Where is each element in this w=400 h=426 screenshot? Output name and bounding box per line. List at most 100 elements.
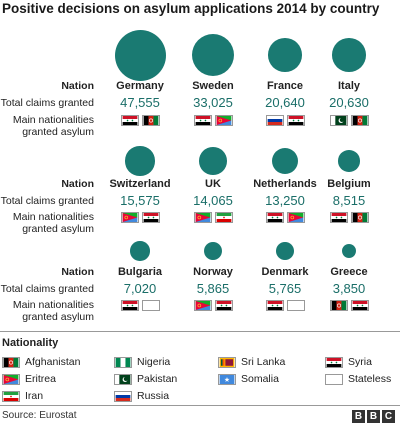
claims-value: 14,065 [193, 193, 233, 208]
legend-label: Nigeria [137, 356, 171, 368]
row-label-nationalities: Main nationalities [12, 114, 94, 126]
country-name: Bulgaria [117, 266, 162, 278]
row-label-nation: Nation [61, 80, 94, 92]
nationality-flags [173, 115, 253, 126]
row-label-nationalities: Main nationalities [12, 211, 94, 223]
nationality-flags [245, 115, 325, 126]
legend-item: Nigeria [114, 356, 170, 368]
legend-label: Pakistan [137, 373, 178, 385]
claims-value: 33,025 [193, 95, 233, 110]
eritrea-flag-icon [193, 212, 212, 223]
stateless-flag-icon [141, 300, 160, 311]
iran-flag-icon [214, 212, 233, 223]
row-label-claims: Total claims granted [0, 283, 94, 295]
pakistan-flag-icon [329, 115, 348, 126]
country-name: UK [205, 178, 221, 190]
legend-label: Syria [348, 356, 372, 368]
stateless-flag-icon [325, 373, 343, 385]
nationality-flags [309, 300, 389, 311]
afghanistan-flag-icon [350, 115, 369, 126]
nigeria-flag-icon [114, 356, 132, 368]
eritrea-flag-icon [193, 300, 212, 311]
row-label-nation: Nation [61, 266, 94, 278]
bubble-mark [271, 147, 299, 175]
legend-item: Eritrea [2, 373, 56, 385]
stateless-flag-icon [286, 300, 305, 311]
country-name: Belgium [327, 178, 371, 190]
syria-flag-icon [120, 115, 139, 126]
nationality-flags [309, 212, 389, 223]
syria-flag-icon [120, 300, 139, 311]
legend-item: Sri Lanka [218, 356, 285, 368]
legend-item: Russia [114, 390, 169, 402]
country-name: Italy [337, 80, 360, 92]
afghanistan-flag-icon [2, 356, 20, 368]
country-name: Greece [330, 266, 368, 278]
claims-value: 13,250 [265, 193, 305, 208]
logo-letter: B [367, 410, 380, 423]
somalia-flag-icon [218, 373, 236, 385]
eritrea-flag-icon [120, 212, 139, 223]
claims-value: 47,555 [120, 95, 160, 110]
country-name: Switzerland [109, 178, 171, 190]
row-label-claims: Total claims granted [0, 195, 94, 207]
row-label-nationalities: granted asylum [22, 311, 94, 323]
syria-flag-icon [286, 115, 305, 126]
country-name: Denmark [261, 266, 309, 278]
bubble-mark [130, 241, 150, 261]
legend-label: Eritrea [25, 373, 56, 385]
pakistan-flag-icon [114, 373, 132, 385]
footer-divider [0, 405, 400, 406]
sri-lanka-flag-icon [218, 356, 236, 368]
country-name: Germany [116, 80, 164, 92]
country-name: France [266, 80, 304, 92]
claims-value: 5,865 [196, 281, 230, 296]
claims-value: 20,640 [265, 95, 305, 110]
legend-label: Russia [137, 390, 170, 402]
nationality-flags [173, 212, 253, 223]
logo-letter: B [352, 410, 365, 423]
logo-letter: C [382, 410, 395, 423]
legend-label: Sri Lanka [241, 356, 286, 368]
claims-value: 3,850 [332, 281, 366, 296]
nationality-flags [309, 115, 389, 126]
legend-label: Iran [25, 390, 44, 402]
syria-flag-icon [329, 212, 348, 223]
legend-item: Afghanistan [2, 356, 80, 368]
row-label-nation: Nation [61, 178, 94, 190]
nationality-flags [100, 115, 180, 126]
syria-flag-icon [265, 212, 284, 223]
nationality-flags [100, 212, 180, 223]
nationality-flags [173, 300, 253, 311]
legend-label: Somalia [241, 373, 279, 385]
row-label-nationalities: Main nationalities [12, 299, 94, 311]
legend-item: Somalia [218, 373, 279, 385]
legend-divider [0, 331, 400, 332]
afghanistan-flag-icon [141, 115, 160, 126]
legend-item: Iran [2, 390, 43, 402]
bubble-mark [114, 29, 166, 81]
source-note: Source: Eurostat [2, 410, 77, 421]
legend-label: Stateless [348, 373, 392, 385]
bubble-mark [268, 38, 302, 72]
country-name: Norway [193, 266, 233, 278]
country-name: Sweden [192, 80, 234, 92]
legend-label: Afghanistan [25, 356, 81, 368]
bubble-mark [191, 33, 235, 77]
legend-item: Pakistan [114, 373, 177, 385]
russia-flag-icon [114, 390, 132, 402]
nationality-flags [245, 300, 325, 311]
afghanistan-flag-icon [350, 212, 369, 223]
claims-value: 5,765 [268, 281, 302, 296]
bubble-mark [199, 147, 227, 175]
bubble-mark [338, 150, 360, 172]
bubble-mark [276, 242, 294, 260]
country-name: Netherlands [253, 178, 317, 190]
syria-flag-icon [325, 356, 343, 368]
nationality-flags [245, 212, 325, 223]
claims-value: 8,515 [332, 193, 366, 208]
nationality-flags [100, 300, 180, 311]
row-label-nationalities: granted asylum [22, 223, 94, 235]
chart-title: Positive decisions on asylum application… [2, 1, 380, 16]
